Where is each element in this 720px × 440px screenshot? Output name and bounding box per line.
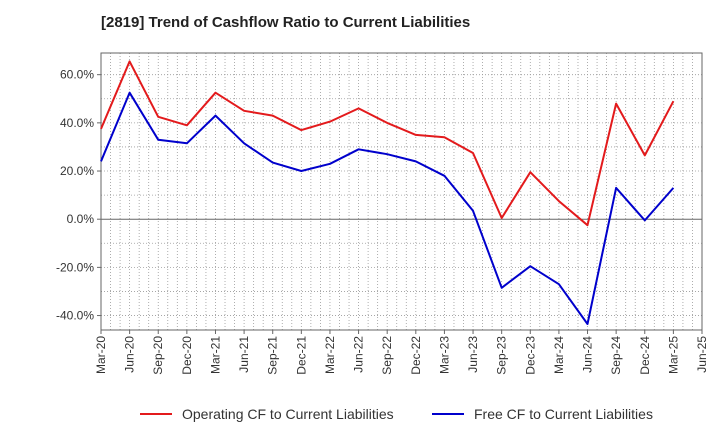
x-tick-label: Dec-21 [294, 336, 308, 375]
x-tick-label: Mar-24 [552, 336, 566, 374]
y-tick-label: 20.0% [60, 164, 94, 178]
axes: -40.0% -20.0% 0.0% 20.0% 40.0% 60.0% Mar-20 Jun… [56, 52, 709, 375]
legend-label-1: Free CF to Current Liabilities [474, 406, 653, 422]
x-tick-label: Mar-20 [94, 336, 108, 374]
y-tick-label: 0.0% [67, 212, 95, 226]
x-tick-label: Mar-23 [437, 336, 451, 374]
x-tick-label: Jun-22 [352, 336, 366, 373]
plot-frame [100, 52, 703, 331]
x-tick-label: Jun-21 [237, 336, 251, 373]
x-tick-label: Mar-21 [208, 336, 222, 374]
x-tick-label: Jun-20 [123, 336, 137, 373]
x-tick-label: Sep-20 [151, 336, 165, 375]
plot-area [101, 53, 702, 330]
y-tick-label: 60.0% [60, 68, 94, 82]
series-line-1 [100, 91, 675, 325]
x-tick-label: Dec-24 [638, 336, 652, 375]
x-tick-label: Mar-22 [323, 336, 337, 374]
x-tick-label: Dec-22 [409, 336, 423, 375]
x-tick-label: Jun-23 [466, 336, 480, 373]
series-line-0 [100, 60, 675, 227]
x-tick-label: Jun-24 [581, 336, 595, 373]
chart-title: [2819] Trend of Cashflow Ratio to Curren… [101, 14, 471, 31]
x-tick-label: Dec-23 [523, 336, 537, 375]
x-tick-label: Dec-20 [180, 336, 194, 375]
grid [101, 53, 702, 330]
y-tick-label: 40.0% [60, 116, 94, 130]
legend: Operating CF to Current Liabilities Free … [140, 406, 653, 422]
x-tick-label: Sep-24 [609, 336, 623, 375]
y-tick-label: -40.0% [56, 309, 94, 323]
x-tick-label: Sep-21 [266, 336, 280, 375]
x-tick-label: Sep-22 [380, 336, 394, 375]
series-lines [100, 60, 675, 325]
x-tick-label: Sep-23 [495, 336, 509, 375]
x-tick-label: Mar-25 [666, 336, 680, 374]
x-tick-label: Jun-25 [695, 336, 709, 373]
legend-label-0: Operating CF to Current Liabilities [182, 406, 394, 422]
y-tick-label: -20.0% [56, 260, 94, 274]
